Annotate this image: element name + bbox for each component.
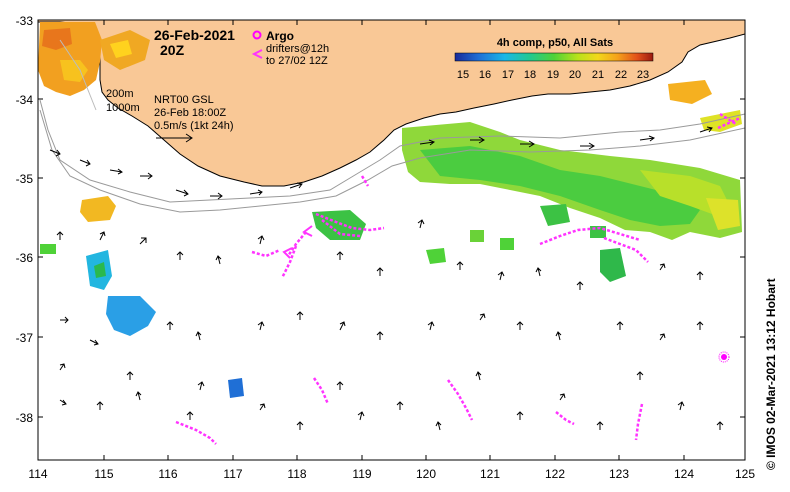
axis-ticks <box>37 19 746 460</box>
contour-1000m-label: 1000m <box>106 102 140 114</box>
lon-tick-label: 119 <box>352 467 371 481</box>
credit-label: © IMOS 02-Mar-2021 13:12 Hobart <box>764 278 778 470</box>
contour-200m-label: 200m <box>106 88 134 100</box>
lon-tick-label: 120 <box>416 467 436 481</box>
lon-tick-label: 122 <box>545 467 565 481</box>
lat-tick-label: -37 <box>16 331 34 345</box>
drifter-heads <box>282 225 313 259</box>
drifter-legend-icon <box>251 49 263 59</box>
colorbar-tick-label: 19 <box>547 69 559 81</box>
lon-tick-label: 115 <box>94 467 113 481</box>
land-mass <box>38 20 745 187</box>
colorbar-tick-label: 17 <box>502 69 514 81</box>
colorbar-title: 4h comp, p50, All Sats <box>497 37 613 49</box>
argo-legend-icon <box>252 30 262 40</box>
scale-arrow <box>156 133 193 143</box>
lat-labels: -33 -34 -35 -36 -37 -38 <box>16 14 34 425</box>
map-time: 20Z <box>160 42 185 58</box>
map-date: 26-Feb-2021 <box>154 27 235 43</box>
colorbar-tick-label: 23 <box>637 69 649 81</box>
lon-labels: 114 115 116 117 118 119 120 121 122 123 … <box>28 467 755 481</box>
source-label: NRT00 GSL <box>154 94 214 106</box>
lat-tick-label: -38 <box>16 411 34 425</box>
colorbar-ticks: 15 16 17 18 19 20 21 22 23 <box>457 69 649 81</box>
drifter-tracks <box>175 112 741 445</box>
lon-tick-label: 114 <box>28 467 47 481</box>
colorbar-tick-label: 20 <box>569 69 581 81</box>
lon-tick-label: 124 <box>674 467 694 481</box>
lon-tick-label: 118 <box>287 467 306 481</box>
colorbar-tick-label: 15 <box>457 69 469 81</box>
scale-label: 0.5m/s (1kt 24h) <box>154 120 233 132</box>
lat-tick-label: -36 <box>16 251 34 265</box>
drifters-line1: drifters@12h <box>266 43 329 55</box>
colorbar-tick-label: 18 <box>524 69 536 81</box>
lat-tick-label: -35 <box>16 172 34 186</box>
colorbar-tick-label: 21 <box>592 69 604 81</box>
lon-tick-label: 117 <box>223 467 242 481</box>
lon-tick-label: 121 <box>480 467 500 481</box>
source-time: 26-Feb 18:00Z <box>154 107 226 119</box>
lon-tick-label: 123 <box>609 467 629 481</box>
colorbar-tick-label: 16 <box>479 69 491 81</box>
argo-float-marker <box>718 351 730 363</box>
colorbar <box>454 52 654 62</box>
plot-border <box>37 19 746 461</box>
lat-tick-label: -33 <box>16 14 34 28</box>
drifters-line2: to 27/02 12Z <box>266 55 328 67</box>
sst-patches <box>38 22 742 398</box>
current-vectors <box>49 126 724 431</box>
colorbar-tick-label: 22 <box>615 69 627 81</box>
argo-label: Argo <box>266 29 294 43</box>
lon-tick-label: 116 <box>158 467 177 481</box>
lon-tick-label: 125 <box>735 467 755 481</box>
contour-1000m <box>39 109 745 213</box>
contour-200m <box>39 99 745 203</box>
lat-tick-label: -34 <box>16 93 34 107</box>
